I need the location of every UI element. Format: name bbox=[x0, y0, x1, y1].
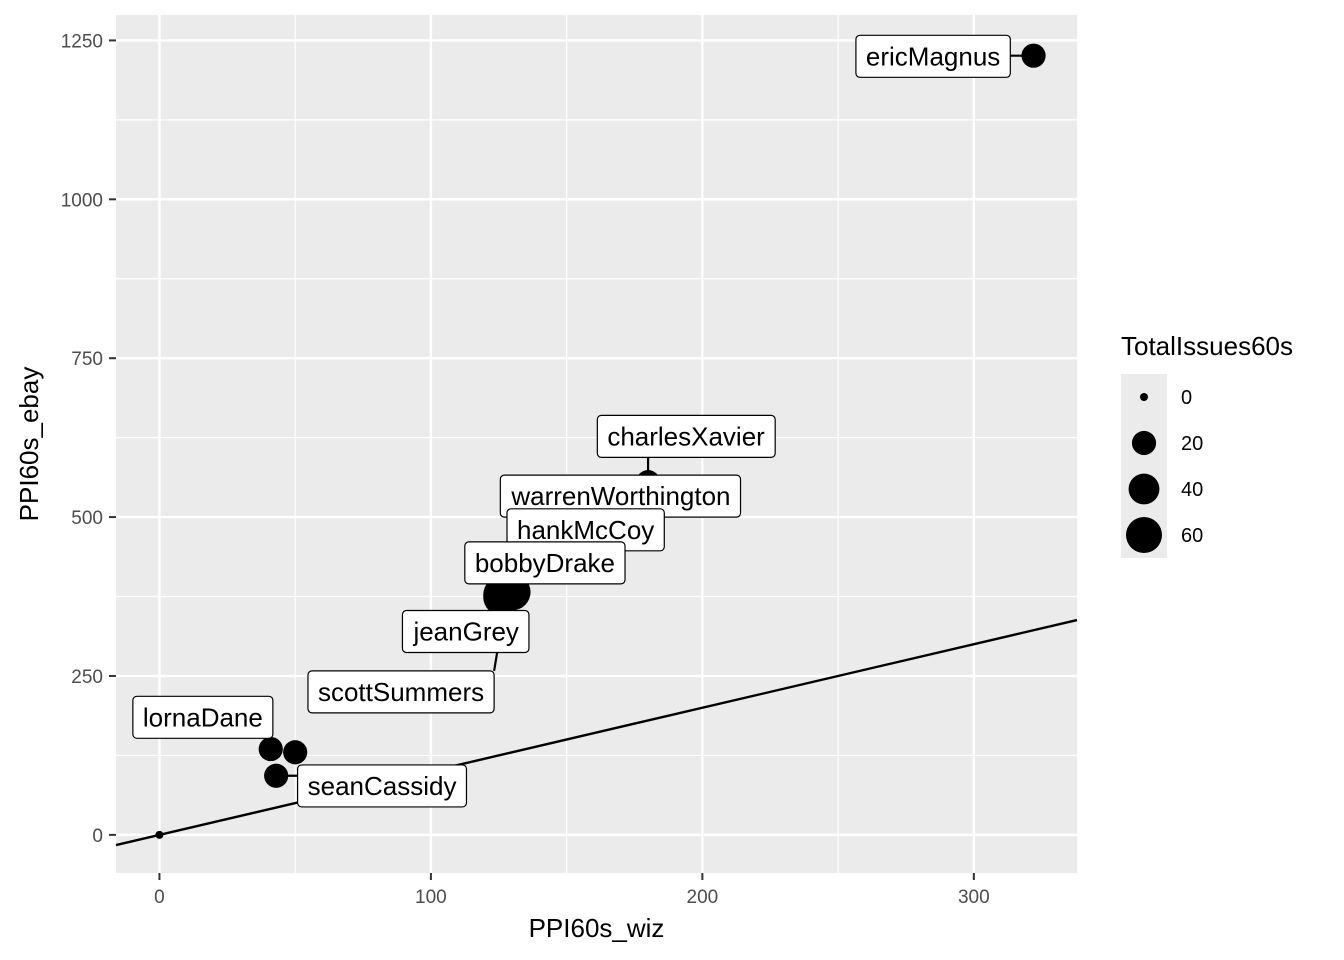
reference-line-layer bbox=[115, 618, 1078, 847]
point-label-layer: ericMagnus charlesXavier warrenWorthington… bbox=[132, 34, 1011, 808]
plot-panel bbox=[116, 15, 1077, 873]
point-label: hankMcCoy bbox=[506, 508, 665, 552]
size-legend: TotalIssues60s 0 20 40 60 bbox=[1121, 331, 1293, 558]
legend-label: 60 bbox=[1181, 525, 1203, 547]
x-tick-label: 100 bbox=[415, 887, 447, 908]
point-label-text: hankMcCoy bbox=[517, 515, 654, 545]
legend-label: 40 bbox=[1181, 479, 1203, 501]
legend-label: 20 bbox=[1181, 433, 1203, 455]
point-label-box bbox=[855, 34, 1011, 78]
x-axis-title: PPI60s_wiz bbox=[529, 913, 665, 943]
point-label: lornaDane bbox=[132, 695, 274, 739]
reference-line bbox=[115, 618, 1078, 847]
data-point bbox=[155, 830, 164, 839]
point-label-box bbox=[401, 609, 530, 654]
legend-label: 0 bbox=[1181, 387, 1192, 409]
point-label-text: scottSummers bbox=[318, 677, 484, 707]
point-label-text: seanCassidy bbox=[308, 771, 457, 801]
point-label-text: jeanGrey bbox=[412, 616, 519, 646]
point-label-box bbox=[297, 764, 468, 808]
point-label-text: lornaDane bbox=[143, 702, 263, 732]
y-tick-label: 0 bbox=[92, 826, 103, 847]
legend-key bbox=[1140, 393, 1148, 401]
data-point bbox=[283, 740, 308, 765]
y-tick-label: 1000 bbox=[61, 190, 103, 211]
y-tick-label: 750 bbox=[71, 349, 103, 370]
point-label: bobbyDrake bbox=[464, 541, 626, 585]
y-axis-title: PPI60s_ebay bbox=[14, 367, 44, 522]
point-label: ericMagnus bbox=[855, 34, 1011, 78]
point-label-box bbox=[464, 541, 626, 585]
legend-key bbox=[1128, 473, 1160, 505]
legend-key bbox=[1131, 430, 1157, 456]
plot-background bbox=[116, 15, 1077, 873]
point-label-text: warrenWorthington bbox=[510, 481, 730, 511]
legend-key bbox=[1126, 517, 1162, 553]
y-tick-label: 500 bbox=[71, 508, 103, 529]
point-label: jeanGrey bbox=[401, 609, 530, 654]
y-tick-label: 1250 bbox=[61, 31, 103, 52]
point-label-text: bobbyDrake bbox=[475, 548, 615, 578]
point-label: scottSummers bbox=[307, 670, 495, 714]
y-tick-label: 250 bbox=[71, 667, 103, 688]
point-label-text: ericMagnus bbox=[866, 41, 1000, 71]
point-label: charlesXavier bbox=[596, 414, 776, 458]
x-tick-label: 0 bbox=[154, 887, 165, 908]
point-label: seanCassidy bbox=[297, 764, 468, 808]
x-tick-label: 200 bbox=[687, 887, 719, 908]
point-label-text: charlesXavier bbox=[607, 421, 765, 451]
data-point bbox=[258, 736, 283, 762]
point-label-box bbox=[307, 670, 495, 714]
point-label-box bbox=[596, 414, 776, 458]
axes: 0 100 200 300 0 250 500 750 1000 1250 bbox=[61, 31, 990, 908]
legend-title: TotalIssues60s bbox=[1121, 331, 1293, 361]
point-label-box bbox=[132, 695, 274, 739]
x-tick-label: 300 bbox=[958, 887, 990, 908]
data-point bbox=[1021, 43, 1046, 68]
data-point bbox=[264, 763, 289, 788]
